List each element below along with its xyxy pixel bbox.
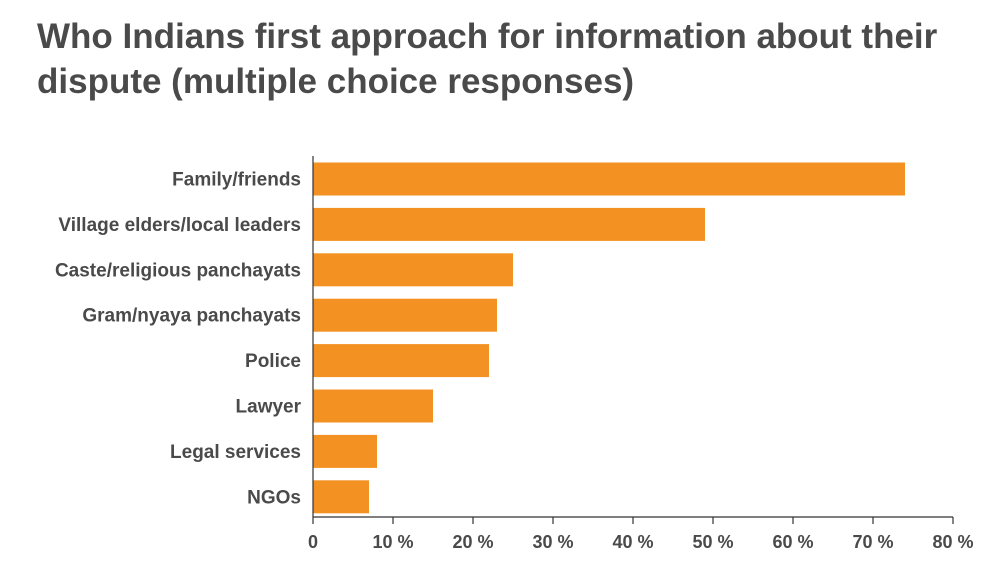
x-tick-label: 40 %	[612, 532, 653, 552]
category-label: Caste/religious panchayats	[55, 260, 301, 281]
x-tick-label: 0	[308, 532, 318, 552]
x-tick-label: 50 %	[692, 532, 733, 552]
category-label: Legal services	[170, 442, 301, 463]
bar-7	[313, 480, 369, 514]
bar-5	[313, 389, 433, 423]
bar-0	[313, 162, 905, 196]
x-tick-label: 60 %	[772, 532, 813, 552]
x-tick-label: 70 %	[852, 532, 893, 552]
category-label: Village elders/local leaders	[58, 215, 301, 236]
x-tick-label: 20 %	[452, 532, 493, 552]
x-tick-label: 80 %	[932, 532, 973, 552]
bar-3	[313, 298, 497, 332]
category-label: Family/friends	[172, 170, 301, 191]
category-label: Gram/nyaya panchayats	[82, 306, 301, 327]
x-tick-label: 10 %	[372, 532, 413, 552]
chart-title: Who Indians first approach for informati…	[37, 17, 938, 101]
category-label: Lawyer	[236, 397, 302, 418]
bar-2	[313, 253, 513, 287]
bar-6	[313, 434, 377, 468]
bar-1	[313, 207, 705, 241]
bar-4	[313, 344, 489, 378]
x-tick-label: 30 %	[532, 532, 573, 552]
category-label: NGOs	[247, 487, 301, 508]
category-label: Police	[245, 351, 301, 372]
